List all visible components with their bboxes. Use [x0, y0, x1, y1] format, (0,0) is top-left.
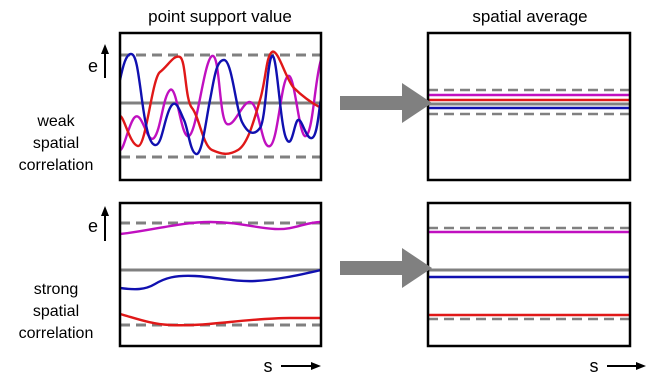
row-label-line: correlation [19, 325, 94, 342]
row-label-line: weak [36, 113, 75, 130]
right-arrow-icon [607, 362, 646, 370]
panel-weak-spatial-average [426, 31, 632, 182]
series-red-strong [120, 312, 321, 327]
series-red-weak [120, 50, 321, 155]
right-arrow-icon [281, 362, 321, 370]
series-magenta-strong [120, 220, 321, 236]
panel-frame [426, 201, 632, 348]
row-label-line: strong [34, 281, 78, 298]
header-spatial-average: spatial average [472, 7, 587, 26]
x-axis-label-s: s [264, 356, 273, 376]
panel-strong-spatial-average [426, 201, 632, 348]
row-label-line: correlation [19, 157, 94, 174]
right-arrow-icon [340, 83, 432, 123]
up-arrow-icon [101, 44, 109, 78]
panel-frame [118, 31, 323, 182]
row-label-line: spatial [33, 135, 79, 152]
series-blue-weak [120, 52, 321, 156]
y-axis-label-e: e [88, 216, 98, 236]
up-arrow-icon [101, 206, 109, 241]
panel-frame [426, 31, 632, 182]
x-axis-label-s: s [590, 356, 599, 376]
y-axis-label-e: e [88, 56, 98, 76]
panel-weak-point-support [118, 31, 323, 182]
row-label-line: spatial [33, 303, 79, 320]
header-point-support-value: point support value [148, 7, 292, 26]
right-arrow-icon [340, 248, 432, 288]
series-blue-strong [120, 268, 321, 291]
panel-strong-point-support [118, 201, 323, 348]
panel-frame [118, 201, 323, 348]
